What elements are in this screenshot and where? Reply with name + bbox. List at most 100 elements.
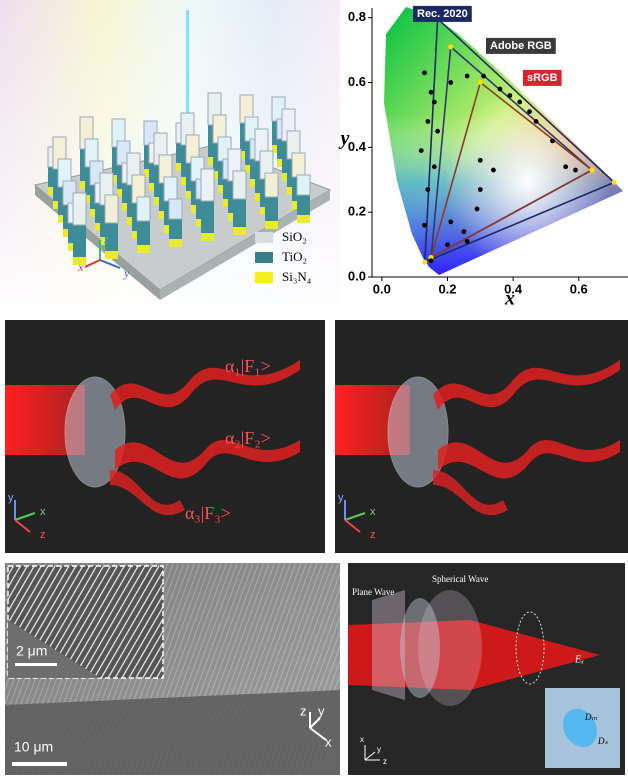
y-tick-label: 0.8 [348,9,366,24]
point [428,258,434,264]
panel-d: y x z [335,320,628,553]
metasurface [400,598,440,698]
scale-label: 2 μm [16,643,47,659]
point [477,187,483,192]
panel-a: x y z SiO₂ TiO₂ Si₃N₄ [0,0,340,305]
legend-swatch [255,232,273,243]
point [550,138,555,144]
beam-lobe [433,360,620,410]
x-tick-label: 0.2 [438,281,456,296]
pillar-mid [201,201,214,233]
axis-arrow [309,727,327,741]
beam-lobe [110,470,185,516]
point [474,206,480,212]
point [464,238,470,244]
axis-label: x [370,506,376,518]
axis-label: z [40,529,46,541]
pillar-top [232,170,247,200]
axis-label: z [383,757,387,766]
point [445,242,450,247]
pillar-mid [73,225,86,257]
scale-bar [12,762,67,766]
gamut-triangle [429,81,594,260]
state-label: α₁|F₁> [225,356,271,376]
y-tick-label: 0.6 [348,74,366,89]
point [422,70,427,76]
axis-label: y [8,492,14,504]
gamut-vertex [448,44,454,50]
wave-label: Spherical Wave [432,574,488,584]
axis-arrow [14,519,31,533]
scale-label: 10 μm [14,739,53,755]
axes-a [84,240,121,269]
point [435,128,441,134]
axis-arrow [344,512,366,521]
pillar-top [72,192,87,226]
point [428,89,434,95]
axis-label: y [338,492,344,504]
gamut-vertex [477,80,483,86]
chromaticity-chart: x y 0.0 0.2 0.4 0.6 0.0 0.2 0.4 0.6 0.8 Rec. 2020… [339,5,628,310]
gamut-vertex [611,179,617,185]
beam-lobe [110,360,300,410]
gamut-label: Adobe RGB [490,40,552,52]
axis-arrow [84,259,101,268]
point [477,157,483,163]
pillar-top [104,194,119,224]
beam-lobe [433,470,508,516]
y-tick-label: 0.4 [348,139,367,154]
legend-label: SiO₂ [282,229,307,244]
legend-label: Si₃N₄ [282,269,312,284]
point [448,80,454,85]
y-tick-label: 0.2 [348,204,366,219]
panel-f: Plane Wave Spherical Wave Eₓ Dₘ Dₛ x y z [348,563,625,775]
y-tick-label: 0.0 [348,268,366,283]
pillar-base [201,233,214,241]
spherical-wavefront [418,590,482,706]
nanopillar-section [562,708,598,748]
point [527,109,532,115]
point [425,119,431,124]
pillar-base [233,227,246,235]
x-axis-label: x [504,288,515,310]
point [431,164,437,170]
laser-beam [348,620,600,690]
point [418,148,424,154]
axis-label: z [103,232,109,246]
pillar-base [73,257,86,265]
axis-label: y [377,745,381,754]
pillar-base [169,239,182,247]
axis-arrow [344,519,361,533]
panel-e: 2 μm 10 μm z y x [5,563,340,775]
x-tick-label: 0.4 [504,281,523,296]
gamut-label-box [523,69,562,86]
point [517,99,523,105]
pillar-mid [265,197,278,221]
point [448,219,454,225]
metasurface [387,376,449,488]
pillar-mid [105,223,118,251]
point [563,164,569,170]
point [461,229,467,235]
beam-lobe [438,440,620,479]
axis-arrow [364,751,376,761]
pillar-top [136,196,151,222]
axis-label: z [300,703,307,718]
gamut-triangle [423,16,616,264]
pillar-top [291,152,306,178]
point [491,167,496,173]
x-tick-label: 0.6 [570,281,588,296]
gamut-label: sRGB [527,72,558,84]
point [533,119,539,124]
axis-label: x [325,734,332,749]
field-label: Eₓ [574,654,584,665]
gamut-label-box [486,37,556,54]
pillar-base [297,215,310,223]
axis-label: z [370,529,376,541]
gamut-vertex [422,259,428,265]
pillar-base [105,251,118,259]
point [573,167,578,173]
legend-swatch [255,252,273,263]
axis-label: x [77,260,84,274]
